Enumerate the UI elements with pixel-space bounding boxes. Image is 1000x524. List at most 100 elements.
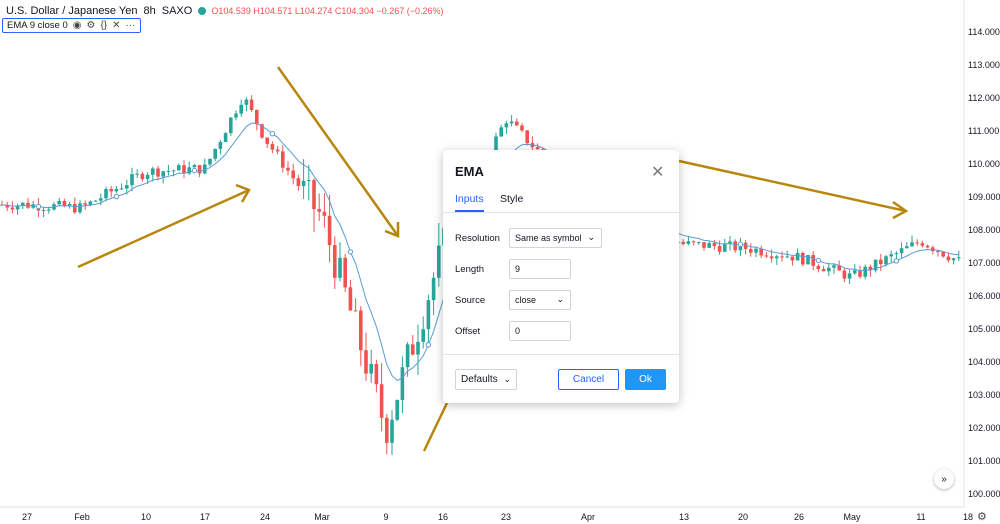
candle	[910, 235, 914, 248]
candle	[114, 185, 119, 194]
candle	[255, 109, 259, 131]
candle	[353, 298, 358, 312]
resolution-value: Same as symbol	[515, 233, 582, 243]
offset-input[interactable]: 0	[509, 321, 571, 341]
candle	[957, 250, 961, 262]
chevron-down-icon: ⌄	[503, 374, 511, 384]
time-tick-label: 9	[383, 512, 389, 522]
candle	[119, 183, 124, 190]
candle	[775, 254, 779, 265]
ema-marker	[35, 203, 42, 210]
defaults-dropdown[interactable]: Defaults ⌄	[455, 369, 517, 390]
gear-icon[interactable]: ⚙	[86, 19, 96, 31]
time-tick-label: 27	[21, 512, 33, 522]
candle	[322, 193, 327, 228]
cancel-button[interactable]: Cancel	[558, 369, 619, 390]
candle	[525, 130, 529, 146]
candle	[515, 118, 519, 127]
chart-settings-gear-icon[interactable]: ⚙	[977, 511, 987, 523]
candle	[504, 120, 509, 134]
candle	[390, 410, 394, 456]
dialog-tabs: Inputs Style	[443, 190, 679, 213]
source-select[interactable]: close ⌄	[509, 290, 571, 310]
candle	[801, 251, 805, 267]
ema-marker	[425, 342, 432, 348]
candle	[431, 272, 436, 316]
candle	[868, 264, 873, 277]
candle	[686, 236, 691, 246]
candle	[863, 264, 867, 280]
candle	[821, 265, 826, 272]
ok-button[interactable]: Ok	[625, 369, 666, 390]
candle	[681, 239, 685, 246]
dialog-title: EMA	[455, 164, 484, 179]
candle	[140, 171, 145, 182]
close-icon[interactable]: ✕	[651, 164, 665, 181]
interval[interactable]: 8h	[143, 5, 156, 17]
candle	[873, 259, 878, 273]
candle	[395, 399, 399, 422]
tab-style[interactable]: Style	[500, 193, 524, 205]
ema-marker	[113, 193, 120, 200]
candle	[286, 161, 290, 176]
candle	[691, 240, 696, 246]
eye-icon[interactable]: ◉	[72, 19, 82, 31]
ema-marker	[347, 249, 354, 255]
candle	[166, 164, 171, 176]
trend-arrow-up-left	[77, 183, 251, 269]
candle	[795, 248, 800, 261]
symbol-legend: U.S. Dollar / Japanese Yen 8h SAXO O104.…	[6, 5, 444, 17]
tab-inputs[interactable]: Inputs	[455, 193, 484, 212]
candle	[905, 242, 909, 249]
price-tick-label: 102.000	[968, 423, 1000, 433]
candle	[203, 158, 207, 175]
candle	[421, 316, 425, 349]
candle	[411, 335, 415, 356]
trend-arrow-up-mid	[422, 402, 449, 452]
candle	[920, 240, 925, 248]
ema-settings-dialog: EMA ✕ Inputs Style Resolution Same as sy…	[443, 150, 679, 403]
close-icon[interactable]: ✕	[112, 19, 121, 31]
candle	[707, 240, 711, 249]
candle	[759, 245, 763, 259]
candle	[889, 250, 893, 262]
double-chevron-right-icon: »	[941, 473, 947, 485]
price-tick-label: 107.000	[968, 258, 1000, 268]
candle	[899, 242, 904, 259]
candle	[78, 200, 82, 214]
candle	[437, 223, 441, 287]
ohlc-values: O104.539 H104.571 L104.274 C104.304 −0.2…	[211, 6, 444, 16]
candle	[499, 124, 503, 138]
candle	[790, 256, 795, 266]
time-tick-label: 18	[962, 512, 974, 522]
scroll-to-realtime-button[interactable]: »	[934, 469, 954, 489]
candle	[743, 240, 748, 255]
more-icon[interactable]: ···	[125, 19, 136, 31]
candle	[925, 244, 930, 249]
candle	[359, 306, 363, 366]
indicator-legend[interactable]: EMA 9 close 0 ◉ ⚙ {} ✕ ···	[2, 18, 141, 33]
candle	[156, 165, 160, 181]
candle	[275, 145, 280, 155]
resolution-select[interactable]: Same as symbol ⌄	[509, 228, 602, 248]
market-status-dot	[198, 7, 207, 15]
ema-marker	[269, 131, 276, 137]
candle	[291, 163, 295, 185]
ema-marker	[737, 241, 744, 248]
braces-icon[interactable]: {}	[100, 19, 108, 31]
candle	[749, 243, 753, 257]
candle	[379, 362, 384, 432]
time-tick-label: Apr	[580, 512, 596, 522]
candle	[842, 268, 847, 283]
price-tick-label: 108.000	[968, 225, 1000, 235]
price-tick-label: 106.000	[968, 291, 1000, 301]
candle	[177, 163, 181, 171]
time-tick-label: 13	[678, 512, 690, 522]
trend-arrow-down-mid	[276, 66, 400, 238]
candle	[187, 161, 191, 176]
candle	[312, 178, 316, 233]
candle	[249, 95, 254, 112]
candle	[780, 251, 784, 262]
time-tick-label: Feb	[74, 512, 90, 522]
length-input[interactable]: 9	[509, 259, 571, 279]
